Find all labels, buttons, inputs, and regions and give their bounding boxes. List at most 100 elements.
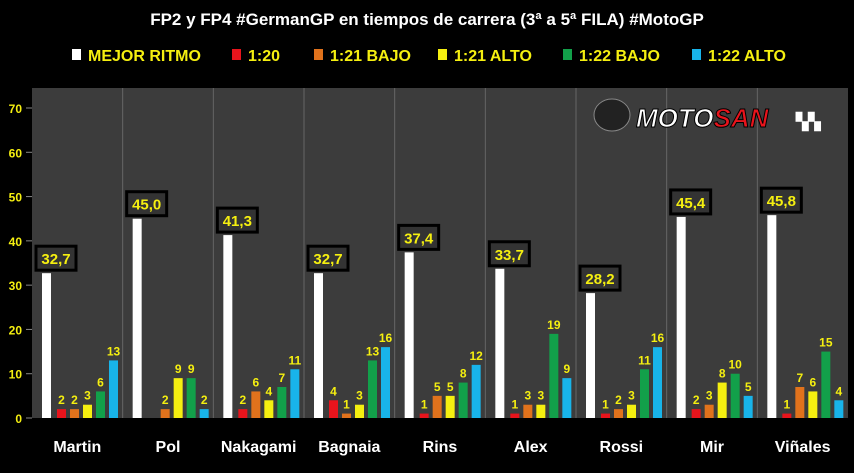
- bar: [57, 409, 66, 418]
- legend: MEJOR RITMO 1:20 1:21 BAJO 1:21 ALTO 1:22 BA…: [72, 48, 786, 65]
- data-label: 1: [343, 398, 350, 412]
- data-label: 2: [58, 393, 65, 407]
- data-label: 7: [278, 371, 285, 385]
- data-label-box: 45,8: [759, 186, 803, 214]
- bar: [536, 404, 546, 418]
- data-label: 1: [602, 398, 609, 412]
- data-label: 9: [175, 362, 182, 376]
- legend-label: 1:20: [248, 48, 280, 65]
- bar: [251, 391, 261, 418]
- y-tick-label: 40: [9, 235, 23, 249]
- legend-label: 1:21 ALTO: [454, 48, 532, 65]
- data-label: 2: [615, 393, 622, 407]
- bar: [342, 413, 351, 418]
- x-tick-label: Rossi: [600, 439, 644, 456]
- bar: [782, 413, 792, 418]
- legend-item: 1:21 ALTO: [438, 48, 532, 65]
- data-label-box: 32,7: [306, 244, 350, 272]
- data-label: 12: [469, 349, 483, 363]
- legend-swatch: [563, 49, 572, 60]
- data-label: 11: [638, 353, 651, 367]
- bar: [640, 369, 649, 418]
- bar: [368, 360, 377, 418]
- motosan-logo: MOTOSAN ▚▚: [593, 98, 821, 134]
- data-label: 2: [71, 393, 78, 407]
- legend-swatch: [314, 49, 323, 60]
- bar: [523, 404, 533, 418]
- x-tick-label: Alex: [514, 439, 548, 456]
- data-label: 37,4: [404, 230, 434, 247]
- legend-item: 1:22 ALTO: [692, 48, 786, 65]
- data-label: 5: [745, 380, 752, 394]
- data-label-box: 45,0: [125, 190, 169, 218]
- data-label: 5: [434, 380, 441, 394]
- data-label-box: 32,7: [34, 244, 78, 272]
- y-tick-label: 60: [9, 146, 23, 160]
- data-label: 2: [201, 393, 208, 407]
- data-label: 28,2: [585, 271, 614, 288]
- bar-mejor-ritmo: [223, 235, 233, 418]
- data-label: 6: [97, 375, 104, 389]
- data-label: 10: [728, 358, 742, 372]
- data-label: 3: [356, 389, 363, 403]
- bar: [173, 378, 183, 418]
- data-label: 1: [421, 398, 428, 412]
- bar: [109, 360, 118, 418]
- bar: [471, 364, 481, 418]
- data-label: 2: [693, 393, 700, 407]
- bar: [510, 413, 520, 418]
- bar: [614, 409, 623, 418]
- legend-item: 1:22 BAJO: [563, 48, 660, 65]
- data-label: 45,8: [767, 193, 796, 210]
- data-label: 7: [796, 371, 803, 385]
- bar: [821, 351, 831, 418]
- x-tick-label: Mir: [700, 439, 724, 456]
- legend-item: 1:21 BAJO: [314, 48, 411, 65]
- data-label: 45,4: [676, 195, 706, 212]
- data-label: 4: [330, 384, 337, 398]
- x-tick-label: Pol: [156, 439, 181, 456]
- data-label: 19: [547, 318, 561, 332]
- bar: [83, 404, 92, 418]
- data-label: 2: [239, 393, 246, 407]
- bar: [355, 404, 364, 418]
- bar-mejor-ritmo: [586, 293, 595, 418]
- bar: [96, 391, 105, 418]
- data-label: 3: [524, 389, 531, 403]
- data-label: 1: [511, 398, 518, 412]
- data-label: 16: [651, 331, 665, 345]
- y-tick-label: 20: [9, 323, 23, 337]
- bar: [808, 391, 818, 418]
- bar: [704, 404, 714, 418]
- data-label: 32,7: [313, 251, 342, 268]
- legend-swatch: [232, 49, 241, 60]
- data-label-box: 28,2: [578, 264, 622, 292]
- data-label: 41,3: [223, 213, 252, 230]
- x-tick-label: Viñales: [775, 439, 831, 456]
- bar: [277, 387, 287, 418]
- data-label: 13: [107, 344, 121, 358]
- x-tick-label: Bagnaia: [318, 439, 380, 456]
- bar-mejor-ritmo: [495, 268, 505, 418]
- bar: [264, 400, 274, 418]
- legend-label: 1:22 ALTO: [708, 48, 786, 65]
- x-tick-label: Rins: [423, 439, 458, 456]
- bar: [717, 382, 727, 418]
- data-label: 8: [460, 367, 467, 381]
- data-label-box: 37,4: [397, 223, 441, 251]
- data-label: 16: [379, 331, 393, 345]
- chart-title: FP2 y FP4 #GermanGP en tiempos de carrer…: [150, 10, 704, 29]
- bar: [601, 413, 610, 418]
- legend-swatch: [692, 49, 701, 60]
- bar-mejor-ritmo: [132, 218, 142, 418]
- bar: [691, 409, 701, 418]
- y-tick-label: 0: [15, 412, 22, 426]
- data-label: 32,7: [41, 251, 70, 268]
- bar-mejor-ritmo: [767, 215, 777, 418]
- data-label: 9: [188, 362, 195, 376]
- bar: [199, 409, 209, 418]
- x-tick-label: Martin: [53, 439, 101, 456]
- data-label-box: 33,7: [487, 240, 531, 268]
- bar-mejor-ritmo: [314, 273, 323, 418]
- bar: [432, 395, 442, 418]
